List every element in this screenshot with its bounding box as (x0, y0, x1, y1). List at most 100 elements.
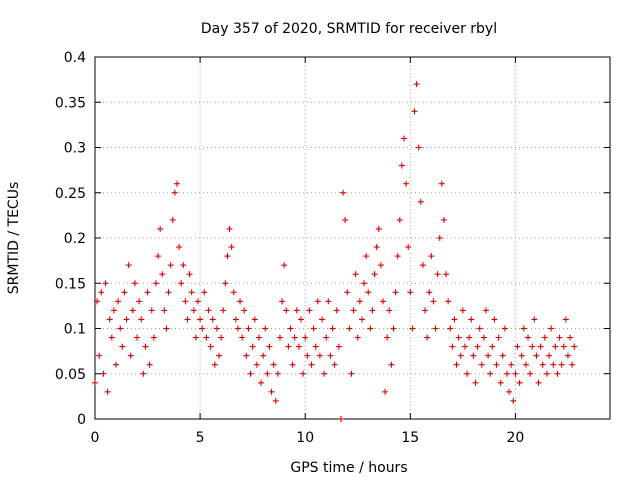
data-point (331, 361, 338, 368)
data-point (127, 352, 134, 359)
data-point (459, 307, 466, 314)
data-point (560, 343, 567, 350)
data-point (298, 316, 304, 323)
data-point (199, 325, 206, 332)
data-point (216, 352, 223, 359)
data-point (228, 244, 235, 251)
data-point (274, 370, 281, 377)
data-point (497, 379, 504, 386)
data-point (419, 262, 426, 269)
data-point (184, 316, 191, 323)
data-point (150, 334, 157, 341)
data-point (461, 343, 468, 350)
data-point (224, 253, 231, 260)
data-point (300, 370, 307, 377)
y-tick-label: 0.1 (64, 322, 86, 338)
data-point (146, 361, 153, 368)
data-point (495, 334, 502, 341)
data-point (407, 289, 414, 296)
data-point (304, 352, 311, 359)
data-point (482, 307, 489, 314)
data-point (316, 352, 323, 359)
data-point (468, 316, 475, 323)
data-point (415, 144, 422, 151)
data-point (361, 280, 368, 287)
data-point (358, 316, 365, 323)
data-point (506, 388, 513, 395)
data-point (335, 343, 342, 350)
data-point (508, 361, 515, 368)
data-point (237, 298, 244, 305)
data-point (455, 334, 462, 341)
data-point (270, 361, 277, 368)
data-point (213, 325, 220, 332)
data-point (279, 298, 286, 305)
data-point (163, 325, 170, 332)
data-point (140, 370, 147, 377)
data-point (255, 334, 262, 341)
data-point (188, 289, 195, 296)
data-point (176, 244, 183, 251)
data-point (258, 379, 265, 386)
data-point (249, 343, 256, 350)
data-point (445, 298, 452, 305)
data-point (440, 216, 447, 223)
data-point (375, 225, 382, 232)
data-point (321, 370, 328, 377)
data-point (119, 343, 126, 350)
y-tick-label: 0 (77, 412, 86, 428)
data-point (241, 307, 248, 314)
data-point (195, 298, 201, 305)
data-point (312, 343, 319, 350)
data-point (239, 334, 246, 341)
data-point (371, 271, 378, 278)
data-point (92, 379, 98, 386)
data-point (138, 316, 145, 323)
data-point (493, 361, 500, 368)
data-point (245, 325, 252, 332)
x-axis-label: GPS time / hours (290, 460, 407, 476)
data-point (403, 180, 410, 187)
data-point (207, 343, 214, 350)
data-point (367, 325, 374, 332)
data-point (413, 81, 420, 88)
data-point (289, 361, 296, 368)
data-point (125, 262, 132, 269)
data-point (314, 298, 321, 305)
data-point (550, 361, 557, 368)
data-point (136, 298, 143, 305)
data-point (134, 334, 141, 341)
data-point (443, 271, 450, 278)
data-point (253, 361, 260, 368)
data-point (398, 162, 405, 169)
x-tick-label: 15 (401, 430, 419, 446)
data-point (102, 280, 109, 287)
data-point (230, 289, 237, 296)
data-point (504, 370, 510, 377)
data-point (287, 325, 294, 332)
data-point (310, 325, 317, 332)
data-point (104, 388, 111, 395)
data-point (491, 316, 498, 323)
data-point (171, 189, 178, 196)
data-point (552, 343, 559, 350)
data-point (276, 334, 283, 341)
data-point (489, 343, 496, 350)
data-point (148, 307, 155, 314)
data-point (478, 361, 485, 368)
data-point (434, 271, 441, 278)
data-point (295, 343, 302, 350)
data-point (243, 352, 250, 359)
data-point (474, 343, 481, 350)
data-point (436, 235, 443, 241)
data-point (346, 325, 353, 332)
data-point (159, 271, 166, 278)
data-point (480, 334, 487, 341)
data-point (197, 316, 204, 323)
data-point (226, 225, 233, 232)
data-point (379, 298, 386, 305)
data-point (167, 262, 174, 269)
data-point (470, 352, 477, 359)
data-point (535, 379, 542, 386)
data-point (266, 343, 273, 350)
